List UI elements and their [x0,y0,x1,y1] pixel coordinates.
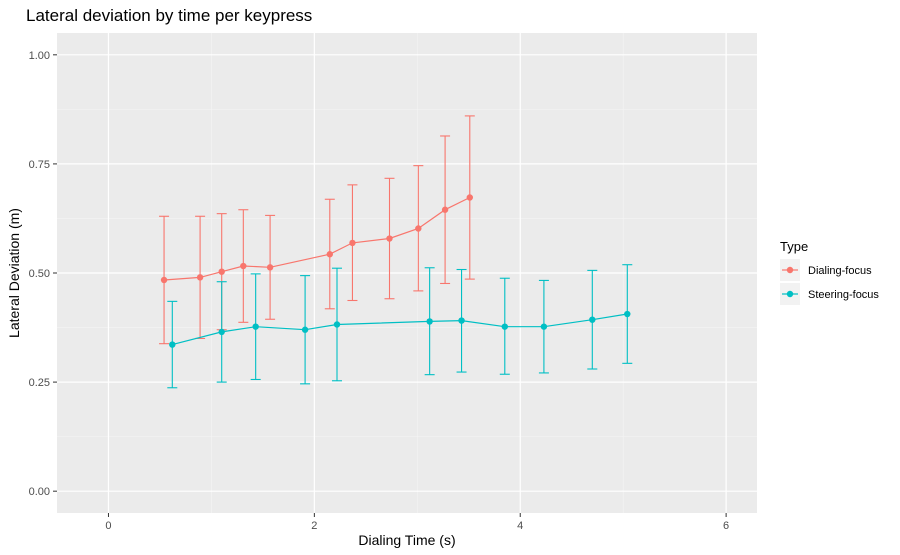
data-point [458,317,465,324]
legend-key-point [786,266,794,274]
y-tick-label: 0.75 [29,159,50,171]
data-point [326,251,333,258]
y-tick-label: 0.00 [29,486,50,498]
data-point [252,323,259,330]
data-point [196,274,204,281]
data-point [624,310,631,318]
y-axis-title: Lateral Deviation (m) [6,208,22,338]
data-point [540,323,548,330]
data-point [333,321,341,328]
data-point [240,262,247,270]
data-point [349,239,356,247]
data-point [415,225,422,232]
data-point [501,323,508,330]
data-point [301,326,309,333]
data-point [266,264,274,271]
x-tick-label: 0 [105,520,111,532]
data-point [218,328,225,336]
data-point [466,194,473,201]
y-tick-label: 0.50 [29,268,50,280]
data-point [589,316,596,323]
y-tick-label: 0.25 [29,377,50,389]
y-tick-label: 1.00 [29,50,50,62]
data-point [160,276,168,284]
grid-major [57,33,757,513]
x-axis-title: Dialing Time (s) [358,532,455,548]
series-steering-focus [167,264,633,389]
x-tick-label: 4 [517,520,523,532]
x-tick-label: 2 [311,520,317,532]
data-point [386,235,393,242]
legend-item: Dialing-focus [780,259,872,281]
legend: Type Dialing-focus Steering-focus [780,239,879,305]
legend-label: Steering-focus [808,289,879,301]
chart-title: Lateral deviation by time per keypress [26,6,312,25]
legend-label: Dialing-focus [808,265,872,277]
data-point [426,318,433,325]
legend-key-point [786,290,794,298]
data-point [169,341,176,348]
y-axis: 0.00 0.25 0.50 0.75 1.00 [29,50,57,498]
data-point [218,268,225,275]
legend-item: Steering-focus [780,283,879,305]
data-point [441,206,449,213]
series-layer [159,115,633,389]
x-tick-label: 6 [723,520,729,532]
legend-title: Type [780,239,808,254]
series-dialing-focus [159,115,475,345]
x-axis: 0 2 4 6 [105,513,729,532]
